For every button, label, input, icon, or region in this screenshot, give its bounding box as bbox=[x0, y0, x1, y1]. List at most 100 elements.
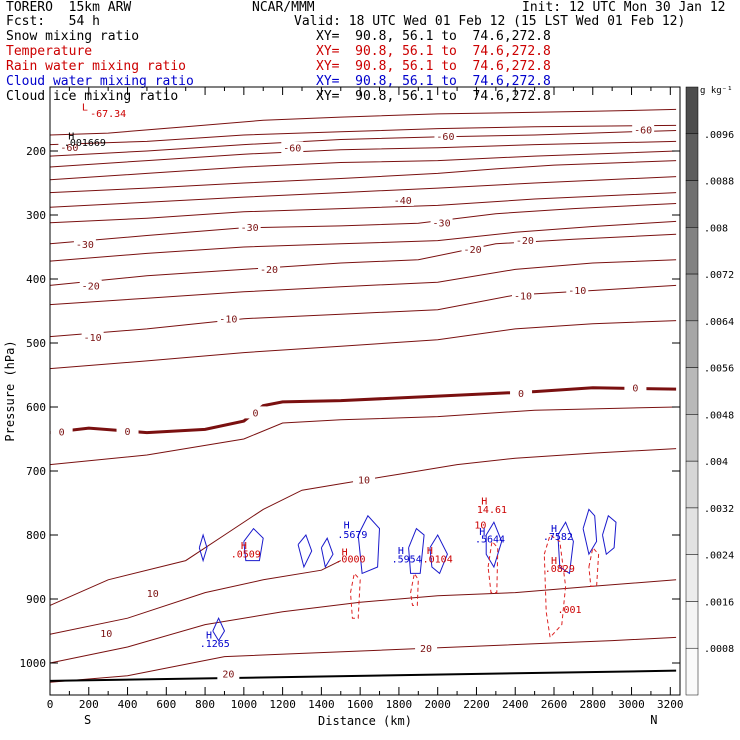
contour-label: 10 bbox=[100, 629, 112, 640]
contour-label: 0 bbox=[632, 383, 638, 394]
contour-label: -60 bbox=[634, 126, 652, 137]
extrema-annotation: H bbox=[342, 547, 348, 558]
temperature-contour bbox=[49, 150, 677, 181]
colorbar-label: .0056 bbox=[704, 364, 734, 375]
contour-label: -10 bbox=[514, 291, 532, 302]
rain-water-contour bbox=[487, 540, 499, 594]
temperature-contour bbox=[49, 448, 677, 606]
x-tick-label: 3200 bbox=[657, 698, 684, 711]
colorbar-label: .0016 bbox=[704, 597, 734, 608]
colorbar-swatch bbox=[685, 86, 699, 135]
y-tick-label: 1000 bbox=[20, 657, 47, 670]
xy-cloud-water: XY= 90.8, 56.1 to 74.6,272.8 bbox=[316, 74, 551, 89]
field-cloud-water: Cloud water mixing ratio bbox=[6, 74, 194, 89]
extrema-annotation: .5644 bbox=[475, 535, 505, 546]
cloud-water-contour bbox=[198, 533, 208, 563]
contour-label-bg bbox=[281, 141, 304, 154]
temperature-contour bbox=[49, 160, 677, 194]
x-axis-label: Distance (km) bbox=[318, 714, 412, 728]
contour-label-bg bbox=[258, 263, 281, 276]
contour-label: -30 bbox=[76, 240, 94, 251]
extrema-annotation: H bbox=[241, 541, 247, 552]
xy-rain: XY= 90.8, 56.1 to 74.6,272.8 bbox=[316, 59, 551, 74]
temperature-contour bbox=[49, 320, 677, 370]
extrema-annotation: .5954 bbox=[392, 555, 422, 566]
x-tick-label: 2000 bbox=[424, 698, 451, 711]
x-tick-label: 2200 bbox=[463, 698, 490, 711]
x-tick-label: 200 bbox=[79, 698, 99, 711]
plot-frame bbox=[49, 86, 681, 696]
x-tick-label: 3000 bbox=[618, 698, 645, 711]
extrema-annotation: .0829 bbox=[545, 564, 575, 575]
x-tick-label: 600 bbox=[156, 698, 176, 711]
colorbar-swatch bbox=[685, 460, 699, 509]
rain-water-contour bbox=[410, 572, 419, 606]
contour-label-bg bbox=[141, 586, 164, 599]
contour-label: 0 bbox=[252, 408, 258, 419]
temperature-contour bbox=[49, 140, 677, 168]
model-title: TORERO 15km ARW bbox=[6, 0, 132, 15]
extrema-annotation: .001669 bbox=[64, 138, 106, 149]
colorbar-swatch bbox=[685, 320, 699, 368]
x-tick-label: 0 bbox=[47, 698, 54, 711]
rain-water-contour bbox=[543, 534, 567, 639]
temperature-contour bbox=[49, 203, 677, 245]
contour-label-bg bbox=[461, 243, 484, 256]
extrema-annotation: H bbox=[551, 524, 557, 535]
contour-label-bg bbox=[58, 140, 81, 153]
colorbar-swatch bbox=[685, 133, 699, 181]
colorbar-label: .0064 bbox=[704, 317, 734, 328]
contour-label: -30 bbox=[433, 218, 451, 229]
x-tick-label: 2600 bbox=[541, 698, 568, 711]
extrema-annotation: H bbox=[427, 546, 433, 557]
colorbar-label: .0096 bbox=[704, 130, 734, 141]
freezing-level-contour bbox=[49, 386, 677, 435]
cloud-water-contour bbox=[429, 533, 448, 575]
rain-water-contour bbox=[350, 572, 361, 619]
contour-label: 0 bbox=[518, 389, 524, 400]
extrema-annotation: 10 bbox=[474, 521, 486, 532]
contour-label: -20 bbox=[260, 265, 278, 276]
contour-label: 20 bbox=[222, 670, 234, 681]
y-tick-label: 600 bbox=[26, 401, 46, 414]
direction-north: N bbox=[650, 713, 657, 727]
extrema-annotation: .7582 bbox=[543, 532, 573, 543]
y-tick-label: 500 bbox=[26, 337, 46, 350]
contour-label: -60 bbox=[436, 132, 454, 143]
field-rain: Rain water mixing ratio bbox=[6, 59, 187, 74]
y-tick-label: 400 bbox=[26, 273, 46, 286]
x-tick-label: 1600 bbox=[347, 698, 374, 711]
colorbar-label: .0072 bbox=[704, 270, 734, 281]
contour-label: -10 bbox=[84, 333, 102, 344]
temperature-contour bbox=[49, 259, 677, 306]
cloud-water-contour bbox=[243, 527, 264, 562]
x-tick-label: 1000 bbox=[231, 698, 258, 711]
contour-label: 10 bbox=[147, 589, 159, 600]
cloud-water-contour bbox=[357, 514, 381, 575]
cloud-water-contour bbox=[297, 533, 313, 569]
colorbar-swatch bbox=[685, 554, 699, 602]
temperature-contour bbox=[49, 233, 677, 286]
contour-label-bg bbox=[73, 238, 96, 251]
contour-label: 10 bbox=[358, 476, 370, 487]
contour-label-bg bbox=[415, 641, 438, 654]
y-tick-label: 800 bbox=[26, 529, 46, 542]
extrema-annotation: 14.61 bbox=[477, 505, 507, 516]
extrema-annotation: H bbox=[551, 556, 557, 567]
colorbar-swatch bbox=[685, 507, 699, 555]
contour-label: 0 bbox=[125, 427, 131, 438]
contour-label-bg bbox=[238, 220, 261, 233]
direction-south: S bbox=[84, 713, 91, 727]
contour-label: 0 bbox=[59, 428, 65, 439]
colorbar-swatch bbox=[685, 647, 699, 696]
contour-label-bg bbox=[353, 473, 376, 486]
contour-label-bg bbox=[217, 667, 240, 680]
temperature-contour bbox=[49, 406, 677, 466]
forecast-hour: Fcst: 54 h bbox=[6, 14, 100, 29]
surface-line bbox=[49, 669, 677, 682]
contour-label-bg bbox=[244, 406, 267, 419]
init-time: Init: 12 UTC Mon 30 Jan 12 bbox=[522, 0, 726, 15]
rain-water-contour bbox=[588, 546, 600, 587]
